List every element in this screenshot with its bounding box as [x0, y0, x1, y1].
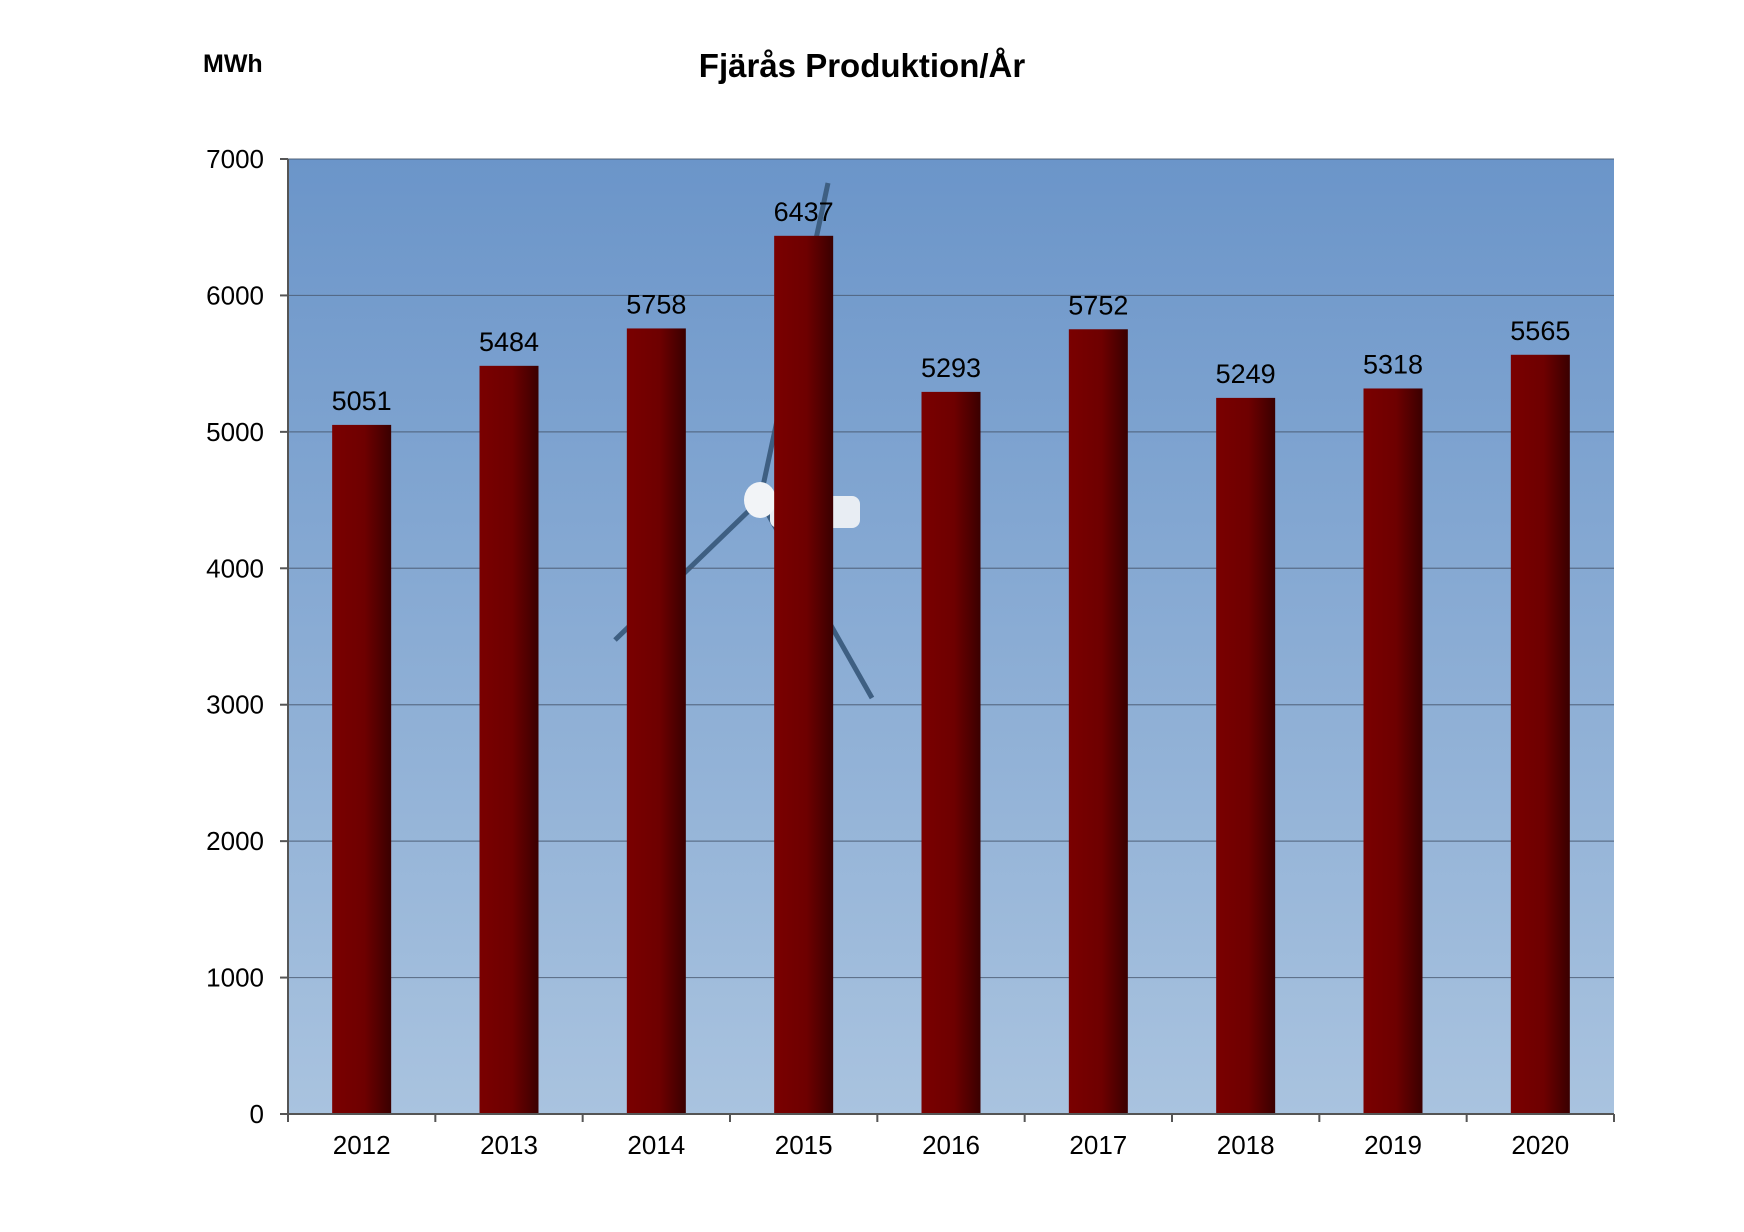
data-label-2016: 5293 [921, 353, 981, 383]
y-tick-label: 5000 [206, 417, 264, 447]
data-label-2015: 6437 [774, 197, 834, 227]
bar-2012 [332, 424, 392, 1114]
x-tick-label: 2020 [1511, 1130, 1569, 1160]
data-label-2018: 5249 [1216, 359, 1276, 389]
bar-2014 [626, 328, 686, 1114]
bar-2019 [1363, 388, 1423, 1114]
x-tick-label: 2019 [1364, 1130, 1422, 1160]
y-tick-label: 7000 [206, 144, 264, 174]
y-tick-label: 4000 [206, 553, 264, 583]
data-label-2013: 5484 [479, 327, 539, 357]
data-label-2020: 5565 [1510, 316, 1570, 346]
bar-2020 [1510, 354, 1570, 1114]
x-tick-label: 2016 [922, 1130, 980, 1160]
bars [332, 235, 1570, 1115]
bar-2018 [1216, 397, 1276, 1114]
bar-2016 [921, 391, 981, 1115]
x-tick-label: 2018 [1217, 1130, 1275, 1160]
chart-title: Fjärås Produktion/År [699, 47, 1026, 84]
y-tick-label: 3000 [206, 690, 264, 720]
data-labels: 5051 5484 5758 6437 5293 5752 5249 5318 5565 [332, 197, 1571, 416]
y-tick-label: 1000 [206, 963, 264, 993]
bar-2015 [774, 235, 834, 1115]
data-label-2014: 5758 [626, 289, 686, 319]
x-tick-label: 2014 [627, 1130, 685, 1160]
y-axis-label: MWh [203, 50, 263, 78]
x-tick-label: 2012 [333, 1130, 391, 1160]
y-tick-label: 0 [250, 1099, 264, 1129]
x-tick-label: 2017 [1069, 1130, 1127, 1160]
x-tick-label: 2015 [775, 1130, 833, 1160]
data-label-2012: 5051 [332, 386, 392, 416]
x-tick-label: 2013 [480, 1130, 538, 1160]
bar-2017 [1068, 329, 1128, 1115]
data-label-2019: 5318 [1363, 349, 1423, 379]
x-ticks: 2012 2013 2014 2015 2016 2017 2018 2019 2020 [287, 1114, 1615, 1160]
y-ticks: 0 1000 2000 3000 4000 5000 6000 7000 [206, 144, 288, 1129]
y-tick-label: 6000 [206, 280, 264, 310]
y-tick-label: 2000 [206, 826, 264, 856]
data-label-2017: 5752 [1068, 290, 1128, 320]
axes [287, 159, 1614, 1115]
bar-2013 [479, 365, 539, 1115]
